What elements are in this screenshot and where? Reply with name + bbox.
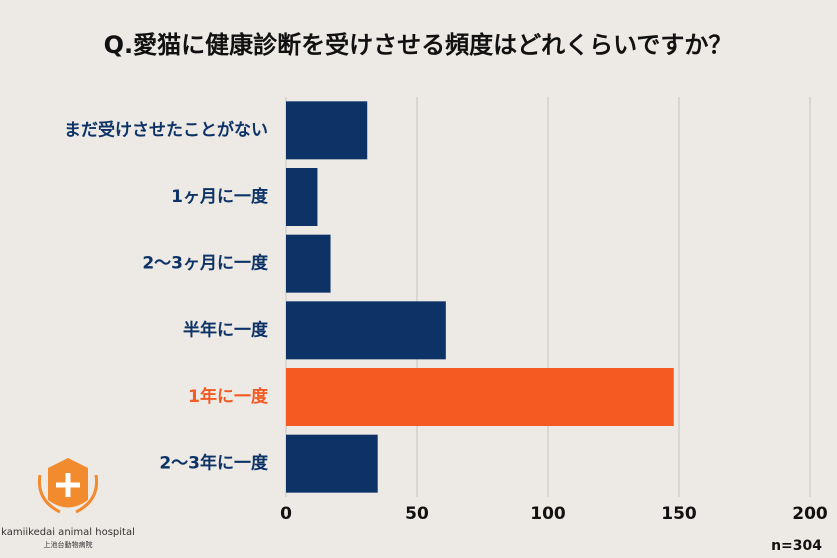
- bar: [286, 434, 378, 493]
- x-tick-label: 150: [661, 504, 697, 524]
- bar: [286, 301, 446, 360]
- logo: kamiikedai animal hospital 上池台動物病院: [1, 458, 135, 549]
- x-tick-label: 50: [405, 504, 429, 524]
- logo-cross: [56, 473, 80, 497]
- bar: [286, 234, 331, 293]
- sample-note: n=304: [771, 538, 822, 554]
- x-tick-label: 0: [280, 504, 292, 524]
- bar: [286, 101, 368, 160]
- x-tick-label: 200: [792, 504, 828, 524]
- logo-subname: 上池台動物病院: [44, 540, 93, 549]
- x-tick-label: 100: [530, 504, 566, 524]
- bar: [286, 368, 674, 426]
- y-tick-label: 1ヶ月に一度: [171, 186, 269, 207]
- y-tick-label: 1年に一度: [188, 386, 269, 407]
- logo-laurel: [37, 474, 99, 514]
- logo-name: kamiikedai animal hospital: [1, 527, 135, 538]
- y-tick-label: 2〜3ヶ月に一度: [142, 253, 269, 274]
- bar: [286, 168, 318, 226]
- y-tick-label: まだ受けさせたことがない: [64, 119, 268, 140]
- chart-title: Q.愛猫に健康診断を受けさせる頻度はどれくらいですか？: [104, 31, 733, 59]
- y-tick-label: 半年に一度: [183, 319, 269, 340]
- y-tick-label: 2〜3年に一度: [159, 453, 269, 474]
